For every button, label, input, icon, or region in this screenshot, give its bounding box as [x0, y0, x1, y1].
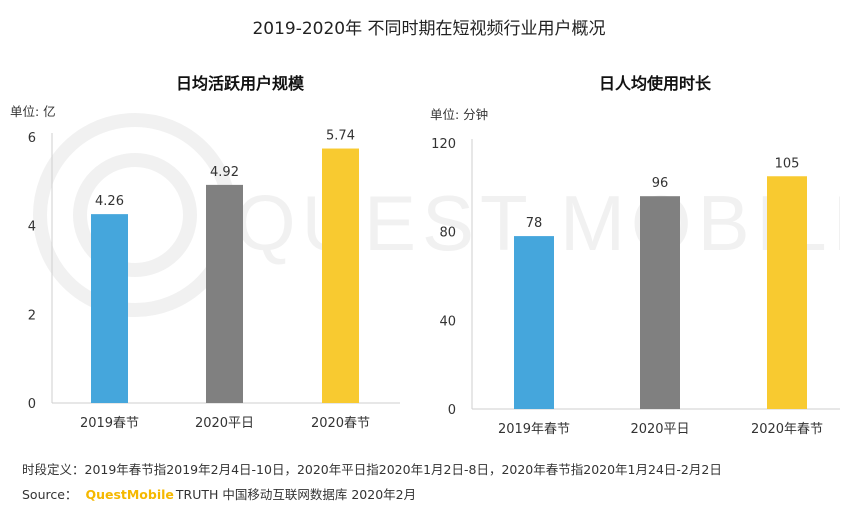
category-label: 2020春节 — [311, 416, 370, 431]
category-label: 2020年春节 — [751, 422, 823, 437]
chart-1-title: 日均活跃用户规模 — [175, 74, 304, 93]
chart-1-unit: 单位: 亿 — [10, 104, 56, 119]
y-tick-label: 120 — [431, 137, 456, 152]
value-label: 4.26 — [95, 194, 124, 209]
source-brand: QuestMobile — [85, 487, 174, 502]
source-line: Source： QuestMobile TRUTH 中国移动互联网数据库 2020年… — [22, 484, 416, 503]
bar — [91, 214, 128, 403]
category-label: 2019春节 — [80, 416, 139, 431]
bar — [767, 176, 807, 409]
page-title: 2019-2020年 不同时期在短视频行业用户概况 — [252, 19, 606, 39]
y-tick-label: 2 — [28, 308, 36, 323]
y-tick-label: 80 — [439, 226, 456, 241]
bar — [322, 148, 359, 403]
chart-2-unit: 单位: 分钟 — [430, 107, 489, 122]
category-label: 2020平日 — [195, 416, 254, 431]
source-label: Source： — [22, 487, 78, 502]
bar — [640, 196, 680, 409]
category-label: 2020平日 — [630, 422, 689, 437]
value-label: 96 — [652, 176, 669, 191]
chart-2-title: 日人均使用时长 — [598, 74, 711, 93]
bar — [514, 236, 554, 409]
value-label: 105 — [775, 156, 800, 171]
chart-usage-time: 0 40 80 120 78 2019年春节 96 2020平日 105 2020年春节 — [431, 137, 840, 437]
y-tick-label: 0 — [28, 397, 36, 412]
value-label: 5.74 — [326, 129, 355, 144]
y-tick-label: 4 — [28, 220, 36, 235]
y-tick-label: 0 — [448, 403, 456, 418]
value-label: 4.92 — [210, 165, 239, 180]
bar — [206, 184, 243, 403]
y-tick-label: 40 — [439, 314, 456, 329]
chart-active-users: 0 2 4 6 4.26 2019春节 4.92 2020平日 5.74 2020春节 — [28, 129, 400, 431]
value-label: 78 — [526, 216, 543, 231]
source-rest: TRUTH 中国移动互联网数据库 2020年2月 — [175, 487, 417, 502]
y-tick-label: 6 — [28, 131, 36, 146]
footnote: 时段定义：2019年春节指2019年2月4日-10日，2020年平日指2020年… — [22, 462, 722, 477]
category-label: 2019年春节 — [498, 422, 570, 437]
